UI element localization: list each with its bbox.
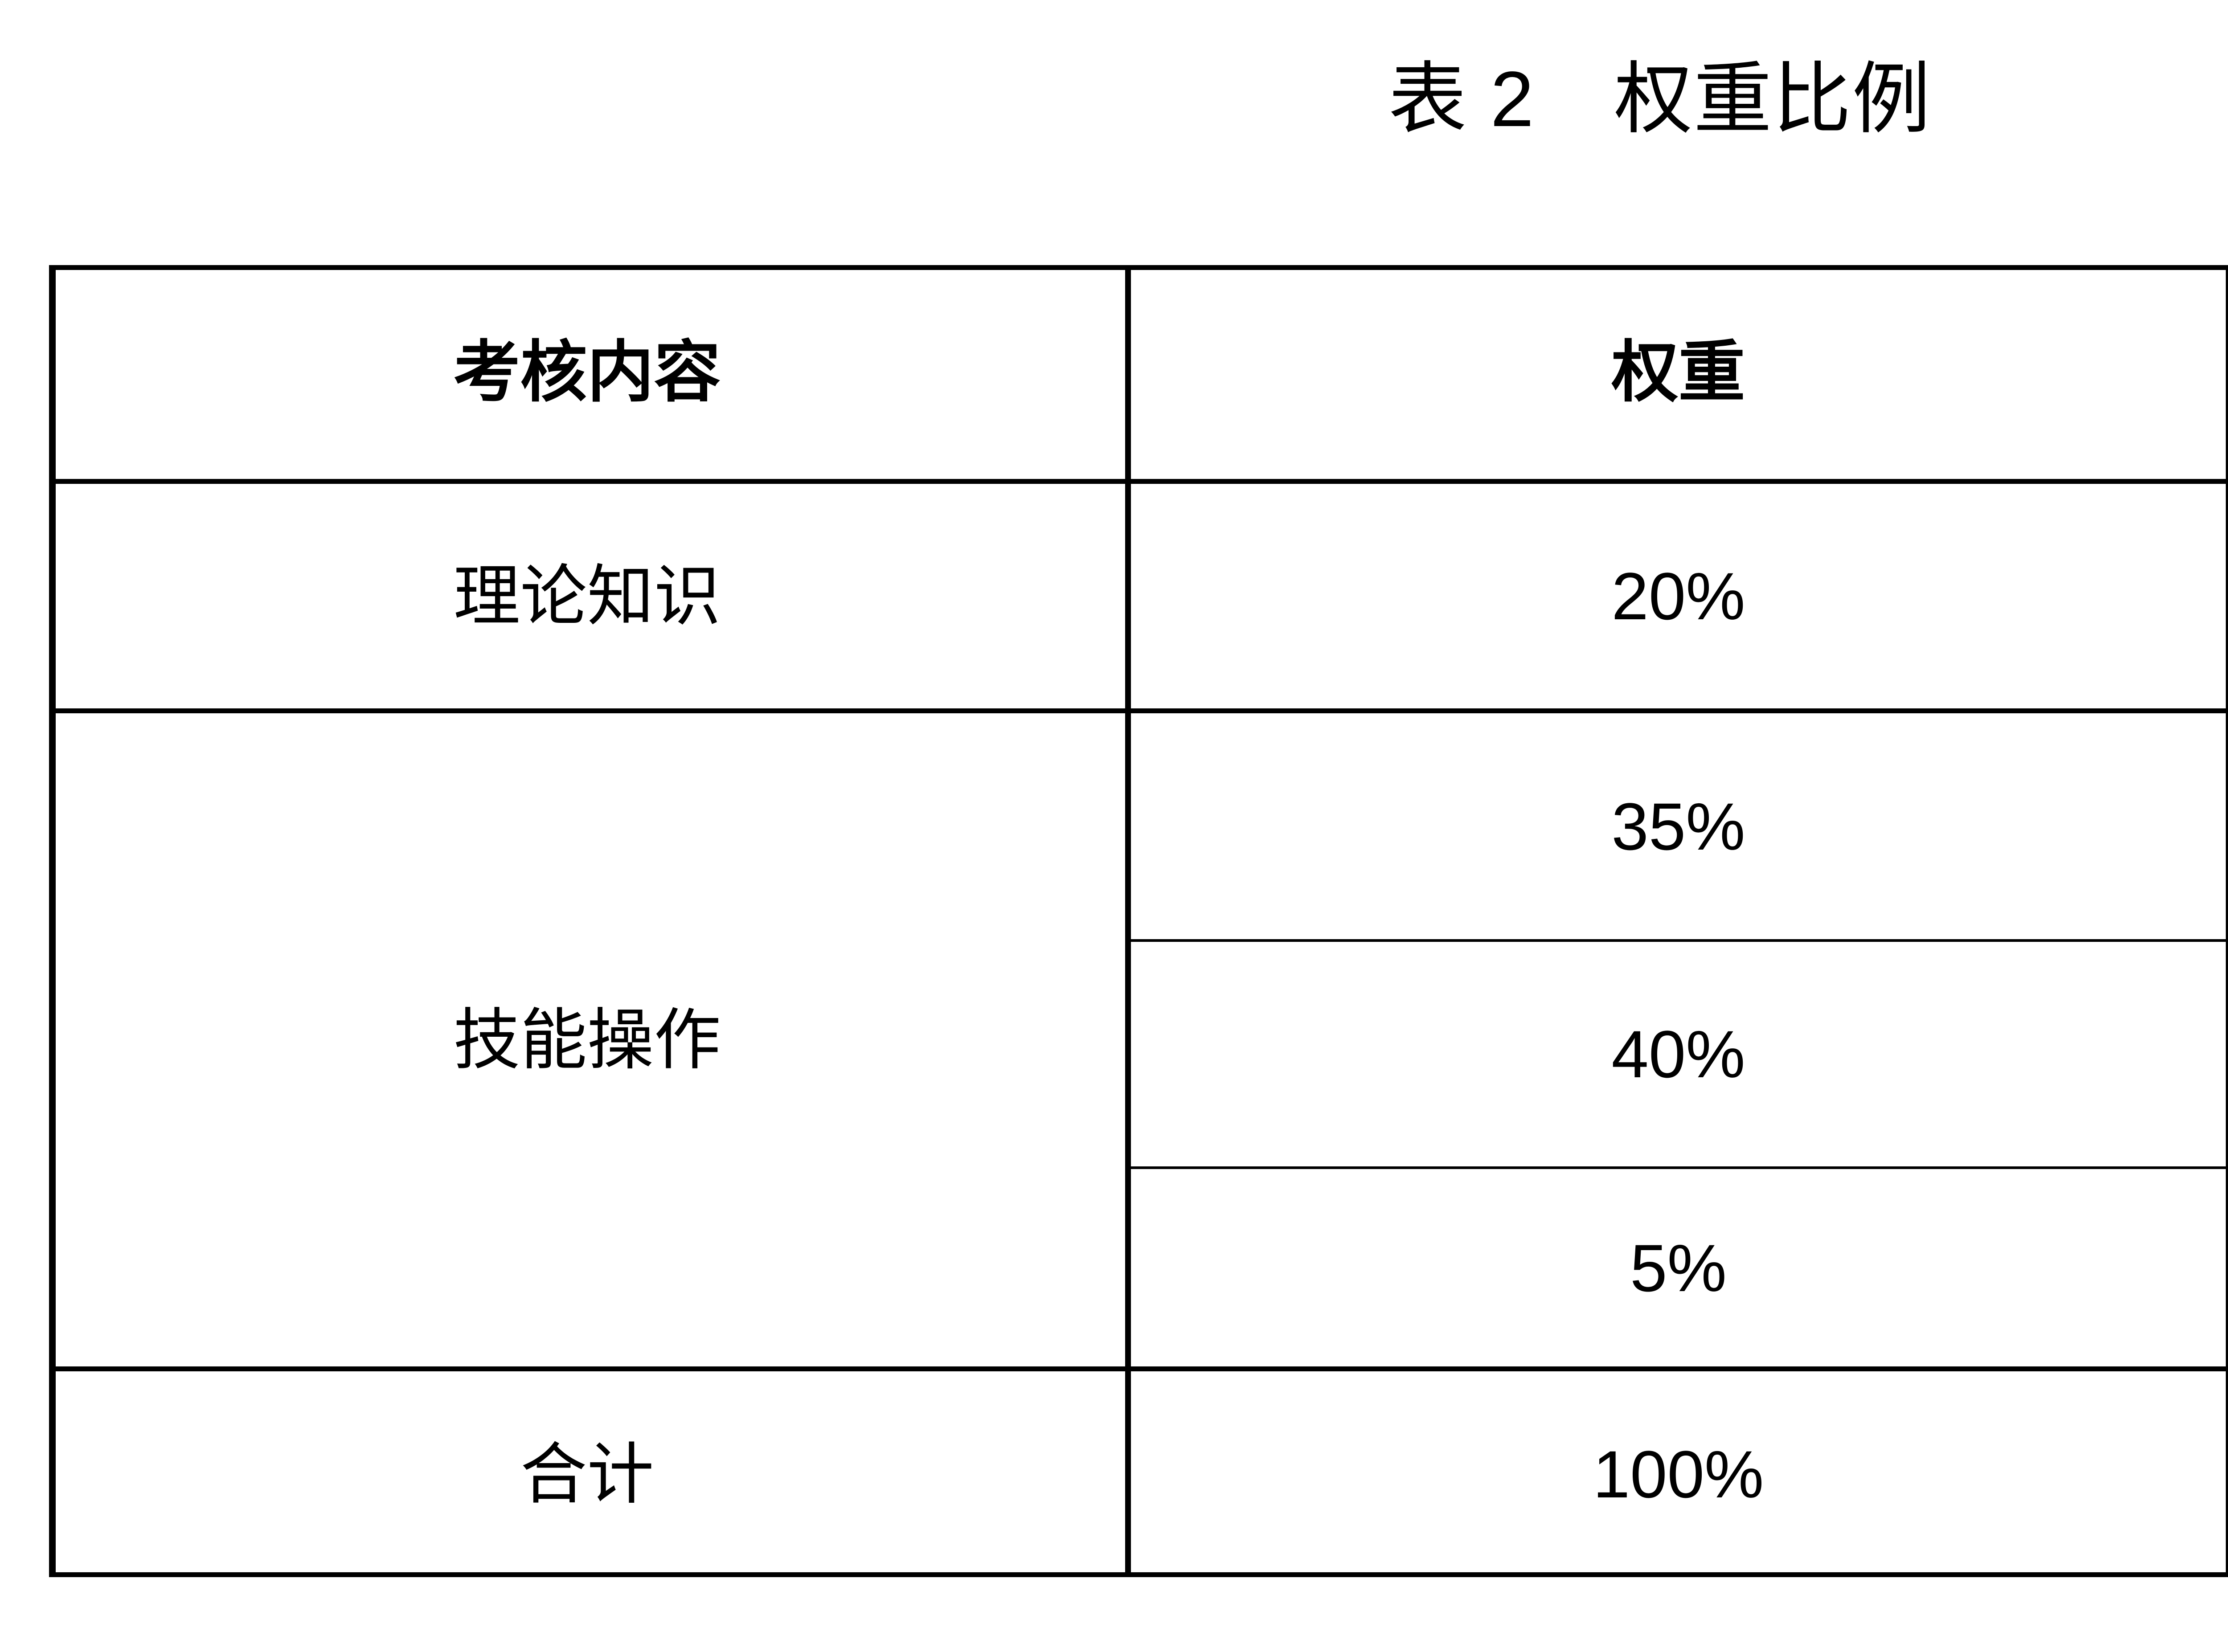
cell-total-weight: 100% [1593, 1437, 1764, 1512]
cell-skill-weight-3: 5% [1630, 1230, 1727, 1305]
row-divider-theory [49, 708, 2228, 713]
cell-skill-weight-2: 40% [1611, 1017, 1745, 1092]
cell-total-content: 合计 [520, 1437, 654, 1512]
table-caption: 表 2 权重比例 [1388, 56, 1932, 143]
table-cells: 考核内容 权重 考核模块 理论知识 20% —— 技能操作 35% 1.一日带量… [49, 265, 2228, 1577]
column-divider-2 [2226, 265, 2228, 1577]
header-cell-weight: 权重 [1611, 335, 1745, 409]
cell-theory-content: 理论知识 [453, 559, 721, 634]
sub-row-divider-1 [1125, 939, 2228, 942]
cell-skill-content: 技能操作 [453, 1002, 721, 1077]
column-divider-1 [1125, 265, 1131, 1577]
cell-theory-weight: 20% [1611, 559, 1745, 634]
sub-row-divider-2 [1125, 1166, 2228, 1169]
row-divider-total [49, 1366, 2228, 1371]
cell-skill-weight-1: 35% [1611, 789, 1745, 864]
header-cell-content: 考核内容 [453, 335, 721, 409]
header-bottom-rule [49, 479, 2228, 484]
